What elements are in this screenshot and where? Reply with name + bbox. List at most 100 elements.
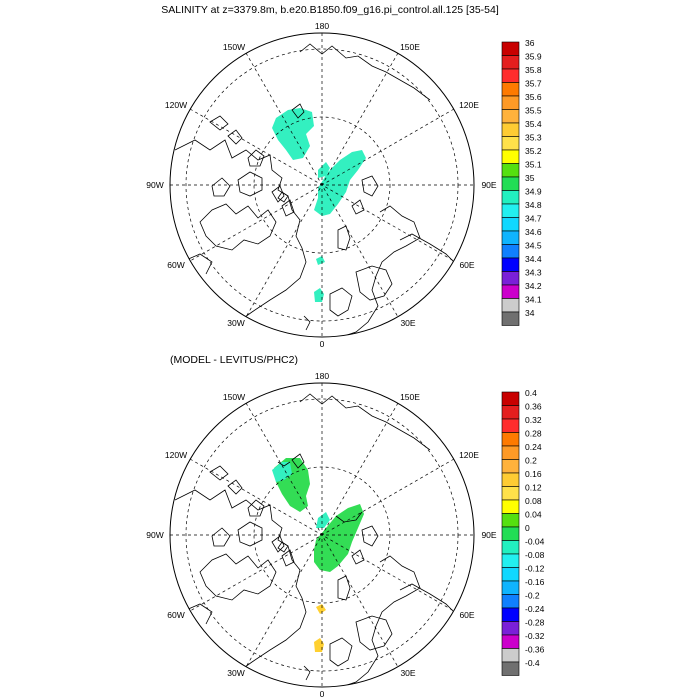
top-colorbar-swatch [501,95,520,110]
anomaly-patch-eurasian-basin [314,504,364,572]
top-colorbar-label: 34.2 [525,281,542,291]
bottom-colorbar-swatch [501,661,520,676]
top-colorbar-label: 34.6 [525,227,542,237]
top-colorbar-swatch [501,271,520,286]
bottom-lon-label-30w: 30W [227,668,244,678]
bottom-colorbar-label: -0.2 [525,591,540,601]
bottom-lon-label-120w: 120W [165,450,187,460]
top-colorbar-label: 34.9 [525,187,542,197]
anomaly-patch-norwegian [314,638,324,652]
salinity-patch-eurasian-basin [314,150,366,216]
bottom-colorbar-label: 0.28 [525,429,542,439]
top-lon-label-30e: 30E [400,318,415,328]
top-colorbar-swatch [501,55,520,70]
bottom-colorbar-swatch [501,540,520,555]
top-colorbar-label: 35.8 [525,65,542,75]
top-colorbar-swatch [501,109,520,124]
top-colorbar-label: 35.1 [525,160,542,170]
bottom-colorbar-label: 0.04 [525,510,542,520]
top-colorbar-swatch [501,176,520,191]
top-colorbar-swatch [501,244,520,259]
top-colorbar-swatch [501,163,520,178]
top-lon-label-90e: 90E [481,180,496,190]
top-lon-label-60e: 60E [459,260,474,270]
bottom-lon-label-150e: 150E [400,392,420,402]
top-colorbar-label: 34.8 [525,200,542,210]
bottom-colorbar-label: 0.32 [525,415,542,425]
bottom-colorbar-swatch [501,391,520,406]
bottom-colorbar-label: 0.4 [525,388,537,398]
bottom-colorbar-label: 0.12 [525,483,542,493]
bottom-colorbar-swatch [501,472,520,487]
bottom-colorbar-label: 0.24 [525,442,542,452]
top-colorbar-label: 35.3 [525,133,542,143]
bottom-lon-label-60e: 60E [459,610,474,620]
top-colorbar-label: 34.7 [525,214,542,224]
top-colorbar-swatch [501,41,520,56]
bottom-colorbar-swatch [501,486,520,501]
bottom-colorbar-label: 0 [525,523,530,533]
bottom-colorbar-swatch [501,567,520,582]
top-colorbar-swatch [501,190,520,205]
bottom-colorbar-label: 0.36 [525,402,542,412]
bottom-map: 180 150W 150E 120W 120E 90W 90E 60W 60E … [146,371,497,699]
salinity-patch-norwegian [314,288,324,302]
bottom-colorbar-label: -0.4 [525,658,540,668]
bottom-colorbar-label: -0.32 [525,631,545,641]
bottom-colorbar-swatch [501,418,520,433]
bottom-colorbar-label: -0.12 [525,564,545,574]
top-lon-label-90w: 90W [146,180,163,190]
top-lon-label-60w: 60W [167,260,184,270]
top-colorbar-swatch [501,230,520,245]
bottom-lon-label-60w: 60W [167,610,184,620]
bottom-colorbar-swatch [501,405,520,420]
bottom-colorbar-swatch [501,621,520,636]
salinity-patch-small-1 [318,162,330,178]
bottom-colorbar-swatch [501,459,520,474]
bottom-map-boundary [169,382,475,688]
bottom-colorbar-label: -0.28 [525,618,545,628]
bottom-coastlines [174,393,459,687]
bottom-colorbar-label: 0.2 [525,456,537,466]
bottom-lon-label-0: 0 [320,689,325,699]
top-lon-label-150e: 150E [400,42,420,52]
bottom-colorbar-swatch [501,553,520,568]
top-colorbar-label: 34.1 [525,295,542,305]
top-colorbar-swatch [501,122,520,137]
bottom-colorbar-swatch [501,513,520,528]
top-colorbar-swatch [501,82,520,97]
bottom-lon-label-120e: 120E [459,450,479,460]
bottom-colorbar-label: 0.16 [525,469,542,479]
bottom-colorbar-swatch [501,648,520,663]
anomaly-zero-contour-2 [277,461,291,467]
bottom-colorbar-swatch [501,634,520,649]
bottom-lon-label-90e: 90E [481,530,496,540]
bottom-colorbar: 0.4 0.36 0.32 0.28 0.24 0.2 0.16 0.12 0.08 0.04 0 -… [501,388,545,676]
top-colorbar-label: 34.4 [525,254,542,264]
top-lon-label-0: 0 [320,339,325,349]
top-lon-label-120e: 120E [459,100,479,110]
top-lon-label-150w: 150W [223,42,245,52]
top-colorbar-swatch [501,284,520,299]
top-colorbar-swatch [501,136,520,151]
bottom-panel: (MODEL - LEVITUS/PHC2) [146,354,544,699]
top-map-boundary [169,32,475,338]
anomaly-zero-contour [335,511,363,523]
bottom-colorbar-swatch [501,432,520,447]
bottom-colorbar-label: -0.08 [525,550,545,560]
bottom-title: (MODEL - LEVITUS/PHC2) [170,354,298,366]
bottom-colorbar-swatch [501,607,520,622]
anomaly-patch-fram [316,604,326,614]
bottom-lon-label-30e: 30E [400,668,415,678]
top-panel: SALINITY at z=3379.8m, b.e20.B1850.f09_g… [146,4,542,349]
top-colorbar-swatch [501,203,520,218]
top-colorbar-swatch [501,149,520,164]
top-colorbar: 36 35.9 35.8 35.7 35.6 35.5 35.4 35.3 35.2 35.1 35… [501,38,542,326]
bottom-colorbar-swatch [501,594,520,609]
salinity-patch-beaufort [272,108,314,160]
bottom-graticule [170,383,474,687]
top-colorbar-label: 35.2 [525,146,542,156]
top-lon-label-30w: 30W [227,318,244,328]
bottom-colorbar-swatch [501,499,520,514]
top-colorbar-label: 34.5 [525,241,542,251]
